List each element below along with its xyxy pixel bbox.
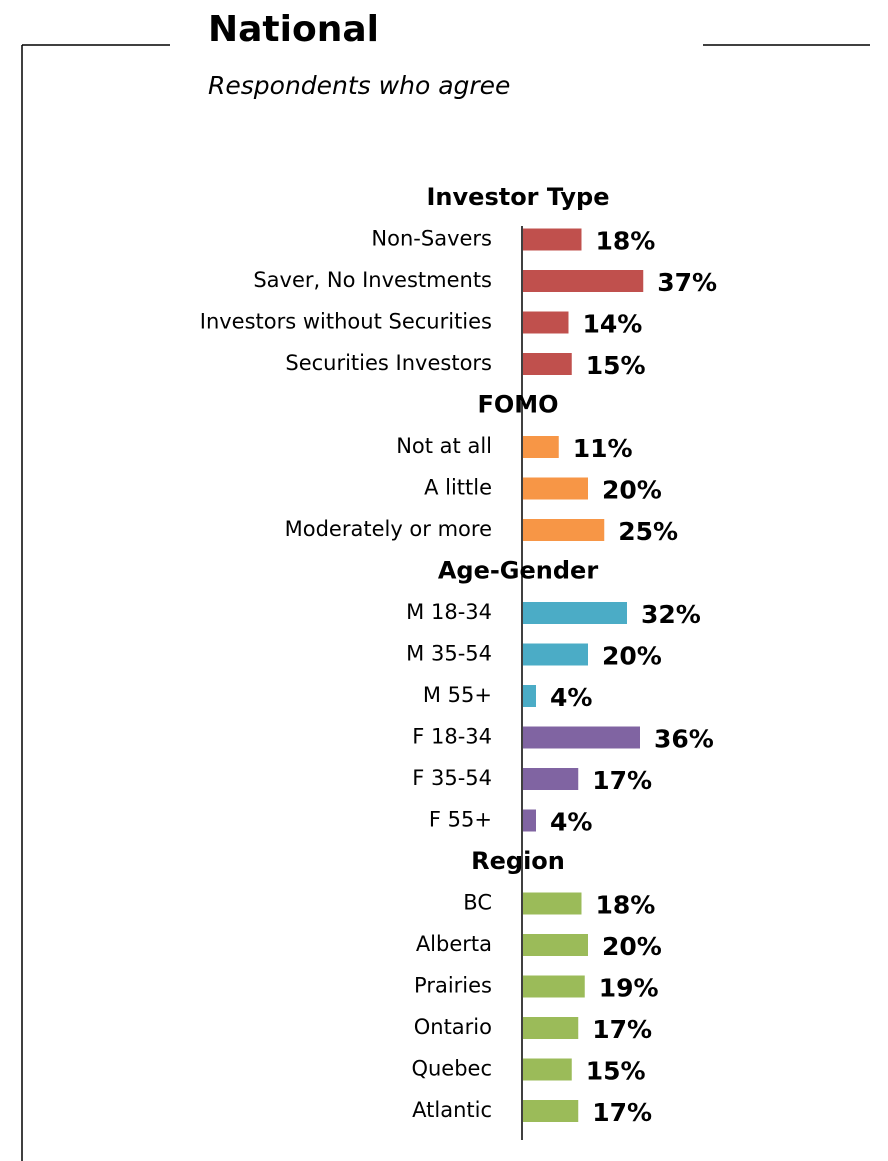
category-label: Not at all	[396, 434, 492, 458]
category-label: Securities Investors	[285, 351, 492, 375]
bar	[523, 353, 572, 375]
bar	[523, 768, 579, 790]
category-label: Atlantic	[412, 1098, 492, 1122]
group-label: Age-Gender	[438, 557, 599, 585]
category-label: Moderately or more	[285, 517, 492, 541]
value-label: 17%	[592, 1098, 652, 1127]
category-label: M 55+	[423, 683, 492, 707]
value-label: 20%	[602, 476, 662, 505]
category-label: Quebec	[411, 1057, 492, 1081]
category-label: Investors without Securities	[200, 310, 492, 334]
bar	[523, 1058, 572, 1081]
value-label: 20%	[602, 642, 662, 671]
bar	[523, 477, 588, 500]
value-label: 11%	[573, 434, 633, 463]
bar	[523, 975, 585, 998]
value-label: 37%	[657, 268, 717, 297]
bar	[523, 311, 569, 334]
value-label: 17%	[592, 766, 652, 795]
category-label: A little	[424, 476, 492, 500]
bar	[523, 1017, 579, 1039]
bar	[523, 436, 559, 458]
category-label: BC	[463, 891, 492, 915]
bar	[523, 892, 582, 915]
category-label: F 55+	[429, 808, 492, 832]
value-label: 4%	[550, 683, 592, 712]
bar	[523, 270, 644, 292]
value-label: 19%	[599, 974, 659, 1003]
value-label: 36%	[654, 725, 714, 754]
chart-title: National	[208, 9, 379, 50]
bar	[523, 519, 605, 541]
bar	[523, 643, 588, 666]
chart-subtitle: Respondents who agree	[208, 71, 510, 100]
bar	[523, 726, 640, 749]
value-label: 18%	[596, 227, 656, 256]
group-label: FOMO	[477, 391, 558, 419]
category-label: F 35-54	[412, 766, 492, 790]
bar	[523, 602, 627, 624]
value-label: 4%	[550, 808, 592, 837]
value-label: 14%	[583, 310, 643, 339]
value-label: 20%	[602, 932, 662, 961]
category-label: M 35-54	[406, 642, 492, 666]
group-label: Region	[471, 847, 565, 875]
category-label: Saver, No Investments	[253, 268, 492, 292]
value-label: 17%	[592, 1015, 652, 1044]
category-label: Prairies	[414, 974, 492, 998]
category-label: F 18-34	[412, 725, 492, 749]
category-label: Alberta	[416, 932, 492, 956]
bar	[523, 1100, 579, 1122]
category-label: Non-Savers	[371, 227, 492, 251]
bar	[523, 685, 536, 707]
group-label: Investor Type	[427, 183, 610, 211]
value-label: 15%	[586, 1057, 646, 1086]
value-label: 18%	[596, 891, 656, 920]
category-label: M 18-34	[406, 600, 492, 624]
value-label: 25%	[618, 517, 678, 546]
bar	[523, 809, 536, 832]
category-label: Ontario	[414, 1015, 492, 1039]
bar	[523, 228, 582, 251]
value-label: 15%	[586, 351, 646, 380]
value-label: 32%	[641, 600, 701, 629]
bar	[523, 934, 588, 956]
